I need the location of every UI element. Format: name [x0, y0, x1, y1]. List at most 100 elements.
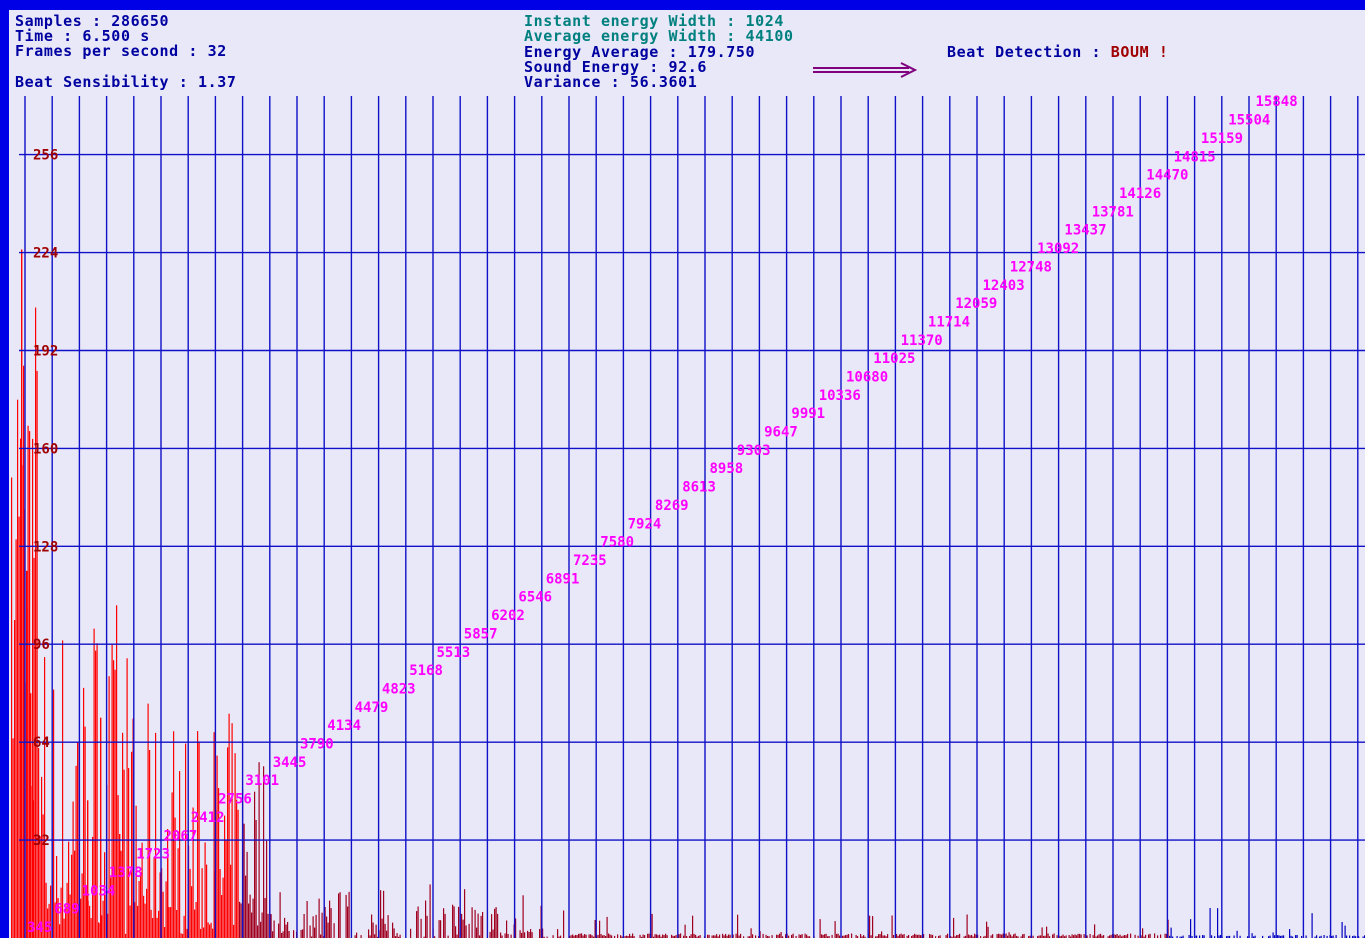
- spectrum-bar: [263, 766, 265, 938]
- frequency-label: 7924: [628, 516, 662, 532]
- spectrum-bar: [1199, 935, 1201, 938]
- spectrum-bar: [1157, 935, 1159, 938]
- spectrum-bar: [1254, 935, 1256, 938]
- spectrum-bar: [1062, 934, 1064, 938]
- spectrum-bar: [837, 933, 839, 938]
- spectrum-bar: [179, 771, 181, 938]
- spectrum-bar: [663, 935, 665, 938]
- spectrum-bar: [302, 929, 304, 938]
- spectrum-bar: [605, 936, 607, 938]
- spectrum-bar: [147, 703, 149, 938]
- spectrum-bar: [1218, 935, 1220, 938]
- spectrum-bar: [150, 909, 152, 938]
- spectrum-bar: [1070, 936, 1072, 938]
- spectrum-bar: [1142, 928, 1144, 938]
- spectrum-bar: [50, 885, 52, 938]
- spectrum-bar: [1007, 935, 1009, 938]
- spectrum-bar: [795, 936, 797, 938]
- spectrum-bar: [200, 928, 202, 938]
- spectrum-bar: [368, 929, 370, 938]
- spectrum-bar: [1344, 925, 1346, 938]
- spectrum-bar: [438, 920, 440, 938]
- spectrum-bar: [327, 922, 329, 938]
- spectrum-bar: [672, 935, 674, 938]
- spectrum-bar: [984, 935, 986, 938]
- spectrum-bar: [570, 935, 572, 938]
- spectrum-bar: [282, 931, 284, 938]
- spectrum-bar: [266, 840, 268, 938]
- spectrum-bar: [845, 935, 847, 938]
- energy-average-readout: Energy Average : 179.750: [524, 43, 756, 61]
- spectrum-bar: [1014, 933, 1016, 938]
- spectrum-bar: [197, 731, 199, 938]
- beat-detection: Beat Detection : BOUM !: [947, 45, 1169, 60]
- spectrum-bar: [651, 913, 653, 938]
- spectrum-bar: [504, 933, 506, 938]
- spectrum-bar: [228, 713, 230, 938]
- spectrum-bar: [380, 890, 382, 938]
- spectrum-bar: [125, 933, 127, 938]
- spectrum-bar: [918, 934, 920, 938]
- spectrum-bar: [453, 906, 455, 938]
- frequency-label: 689: [54, 902, 79, 918]
- spectrum-bar: [248, 903, 250, 938]
- spectrum-bar: [581, 933, 583, 938]
- spectrum-bar: [506, 920, 508, 938]
- spectrum-bar: [1049, 936, 1051, 938]
- spectrum-bar: [740, 933, 742, 938]
- spectrum-bar: [726, 935, 728, 938]
- spectrum-bar: [1296, 935, 1298, 938]
- spectrum-bar: [689, 936, 691, 938]
- spectrum-bar: [620, 935, 622, 938]
- spectrum-bar: [945, 935, 947, 938]
- spectrum-bar: [531, 932, 533, 938]
- spectrum-bar: [98, 922, 100, 938]
- spectrum-bar: [1074, 934, 1076, 938]
- spectrum-bar: [827, 936, 829, 938]
- spectrum-bar: [791, 934, 793, 938]
- spectrum-bar: [321, 912, 323, 938]
- spectrum-bar: [288, 931, 290, 938]
- spectrum-bar: [1181, 936, 1183, 938]
- frequency-label: 13092: [1037, 241, 1079, 257]
- spectrum-bar: [857, 936, 859, 938]
- spectrum-bar: [1277, 935, 1279, 938]
- frequency-label: 13437: [1064, 223, 1106, 239]
- spectrum-bar: [828, 936, 830, 938]
- spectrum-bar: [965, 935, 967, 938]
- spectrum-bar: [771, 935, 773, 938]
- spectrum-bar: [1005, 933, 1007, 938]
- spectrum-bar: [714, 935, 716, 938]
- spectrum-bar: [723, 935, 725, 938]
- spectrum-bar: [128, 768, 130, 938]
- frequency-label: 1034: [82, 883, 116, 899]
- spectrum-bar: [654, 934, 656, 938]
- spectrum-bar: [519, 930, 521, 938]
- frequency-label: 15159: [1201, 131, 1243, 147]
- spectrum-bar: [96, 643, 98, 938]
- frequency-label: 3790: [300, 737, 334, 753]
- spectrum-bar: [935, 936, 937, 938]
- spectrum-bar: [461, 913, 463, 938]
- spectrum-bar: [1143, 936, 1145, 938]
- spectrum-bar: [143, 895, 145, 938]
- spectrum-bar: [1095, 936, 1097, 938]
- spectrum-bar: [585, 934, 587, 938]
- spectrum-bar: [579, 933, 581, 938]
- spectrum-bar: [1100, 933, 1102, 938]
- spectrum-bar: [270, 914, 272, 938]
- spectrum-bar: [882, 935, 884, 938]
- spectrum-bar: [524, 932, 526, 938]
- frequency-label: 5168: [409, 663, 443, 679]
- frequency-label: 11714: [928, 314, 970, 330]
- spectrum-bar: [182, 933, 184, 938]
- spectrum-bar: [863, 935, 865, 938]
- spectrum-bar: [999, 934, 1001, 938]
- spectrum-bar: [662, 934, 664, 938]
- spectrum-bar: [116, 605, 118, 938]
- spectrum-bar: [176, 910, 178, 938]
- spectrum-bar: [62, 640, 64, 938]
- spectrum-bar: [111, 644, 113, 938]
- spectrum-bar: [762, 933, 764, 938]
- spectrum-bar: [996, 934, 998, 938]
